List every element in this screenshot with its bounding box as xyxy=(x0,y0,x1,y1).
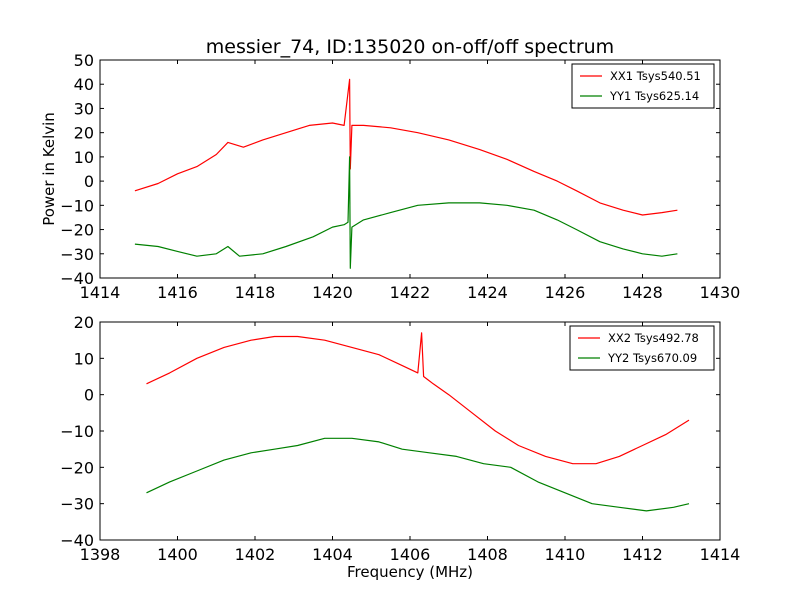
x-tick-label: 1410 xyxy=(545,545,586,564)
y-tick-label: 10 xyxy=(74,349,94,368)
x-tick-label: 1400 xyxy=(157,545,198,564)
y-tick-label: 20 xyxy=(74,124,94,143)
x-tick-label: 1424 xyxy=(467,283,508,302)
series-line-1-0 xyxy=(146,332,690,465)
y-tick-label: −30 xyxy=(60,245,94,264)
x-tick-label: 1416 xyxy=(157,283,198,302)
chart-title: messier_74, ID:135020 on-off/off spectru… xyxy=(206,36,614,58)
legend-entry: XX2 Tsys492.78 xyxy=(608,331,699,345)
series-line-1-1 xyxy=(146,437,690,512)
y-tick-label: −10 xyxy=(60,196,94,215)
x-tick-label: 1404 xyxy=(312,545,353,564)
y-tick-label: 30 xyxy=(74,99,94,118)
x-tick-label: 1402 xyxy=(235,545,276,564)
y-tick-label: −20 xyxy=(60,221,94,240)
x-tick-label: 1422 xyxy=(390,283,431,302)
x-tick-label: 1398 xyxy=(80,545,121,564)
y-axis-label: Power in Kelvin xyxy=(40,112,58,226)
legend-entry: YY1 Tsys625.14 xyxy=(609,89,699,103)
x-tick-label: 1418 xyxy=(235,283,276,302)
y-tick-label: −40 xyxy=(60,269,94,288)
y-tick-label: −40 xyxy=(60,531,94,550)
x-axis-label: Frequency (MHz) xyxy=(347,563,473,581)
x-tick-label: 1412 xyxy=(622,545,663,564)
y-tick-label: 40 xyxy=(74,75,94,94)
legend-box xyxy=(569,325,715,371)
x-tick-label: 1428 xyxy=(622,283,663,302)
x-tick-label: 1430 xyxy=(700,283,741,302)
y-tick-label: −10 xyxy=(60,422,94,441)
series-line-0-1 xyxy=(134,156,678,269)
top-panel: 1414 1416 1418 1420 1422 1424 1426 1428 1430 −40 −… xyxy=(40,51,740,302)
y-tick-label: 0 xyxy=(84,386,94,405)
y-tick-label: 0 xyxy=(84,172,94,191)
x-tick-label: 1426 xyxy=(545,283,586,302)
bottom-panel: 1398 1400 1402 1404 1406 1408 1410 1412 1414 −40 −… xyxy=(60,313,740,581)
x-tick-label: 1406 xyxy=(390,545,431,564)
series-line-0-0 xyxy=(134,78,678,216)
legend-entry: YY2 Tsys670.09 xyxy=(607,351,697,365)
y-tick-label: 10 xyxy=(74,148,94,167)
y-tick-label: 20 xyxy=(74,313,94,332)
x-tick-label: 1414 xyxy=(80,283,121,302)
y-tick-label: −30 xyxy=(60,495,94,514)
legend-box xyxy=(571,63,715,109)
legend-entry: XX1 Tsys540.51 xyxy=(610,69,701,83)
x-tick-label: 1414 xyxy=(700,545,741,564)
y-tick-label: 50 xyxy=(74,51,94,70)
x-tick-label: 1420 xyxy=(312,283,353,302)
y-tick-label: −20 xyxy=(60,458,94,477)
x-tick-label: 1408 xyxy=(467,545,508,564)
